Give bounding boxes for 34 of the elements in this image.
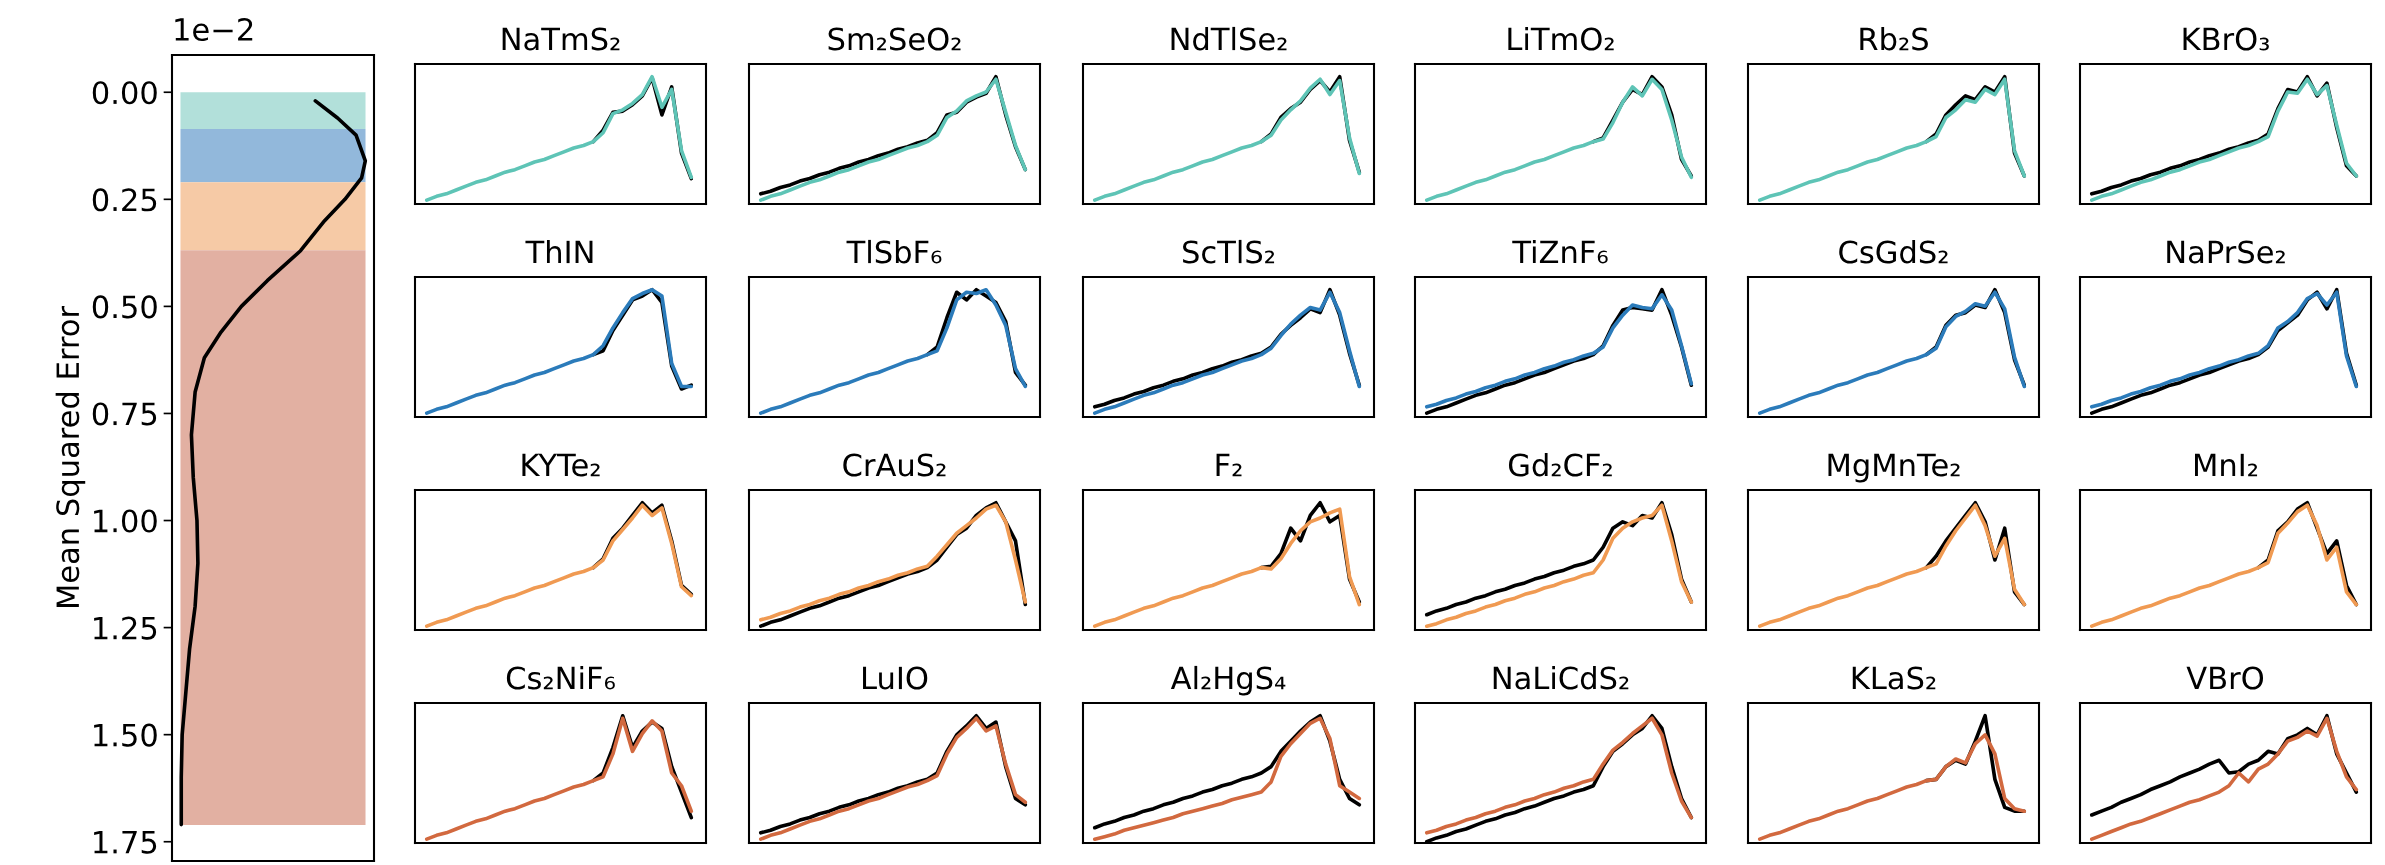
chart-title: LuIO <box>863 666 928 690</box>
y-tick-label: 1.50 <box>94 723 157 747</box>
y-axis-title: Mean Squared Error <box>55 305 86 608</box>
chart-title: Rb₂S <box>1860 26 1928 51</box>
chart-title: CrAuS₂ <box>843 453 946 477</box>
chart-title: NaLiCdS₂ <box>1493 665 1629 690</box>
y-tick-label: 1.25 <box>94 616 157 640</box>
chart-title: NaPrSe₂ <box>2167 240 2285 264</box>
chart-title: CsGdS₂ <box>1839 239 1948 264</box>
chart-title: LiTmO₂ <box>1508 26 1614 51</box>
chart-title: KBrO₃ <box>2183 27 2269 51</box>
y-tick-label: 0.00 <box>92 81 157 105</box>
chart-title: Sm₂SeO₂ <box>828 27 961 51</box>
chart-title: TiZnF₆ <box>1512 239 1608 264</box>
chart-title: MgMnTe₂ <box>1828 453 1960 483</box>
text: 1e−2 <box>175 17 253 42</box>
chart-title: VBrO <box>2186 666 2264 690</box>
y-tick-label: 0.75 <box>92 402 157 426</box>
chart-title: MnI₂ <box>2195 453 2258 477</box>
chart-title: NaTmS₂ <box>502 27 620 51</box>
chart-title: ThIN <box>525 239 593 264</box>
chart-title: KYTe₂ <box>522 453 600 477</box>
chart-title: Cs₂NiF₆ <box>506 665 615 690</box>
y-tick-label: 1.75 <box>94 831 157 854</box>
chart-title: TlSbF₆ <box>846 239 942 264</box>
chart-title: KLaS₂ <box>1852 666 1936 690</box>
y-tick-label: 0.50 <box>92 295 157 319</box>
y-tick-label: 0.25 <box>92 188 157 212</box>
chart-title: NdTlSe₂ <box>1171 26 1287 51</box>
chart-title: Gd₂CF₂ <box>1508 452 1612 477</box>
y-tick-label: 1.00 <box>94 509 157 533</box>
chart-title: F₂ <box>1216 453 1242 477</box>
chart-title: ScTlS₂ <box>1183 239 1275 264</box>
chart-title: Al₂HgS₄ <box>1170 665 1286 696</box>
